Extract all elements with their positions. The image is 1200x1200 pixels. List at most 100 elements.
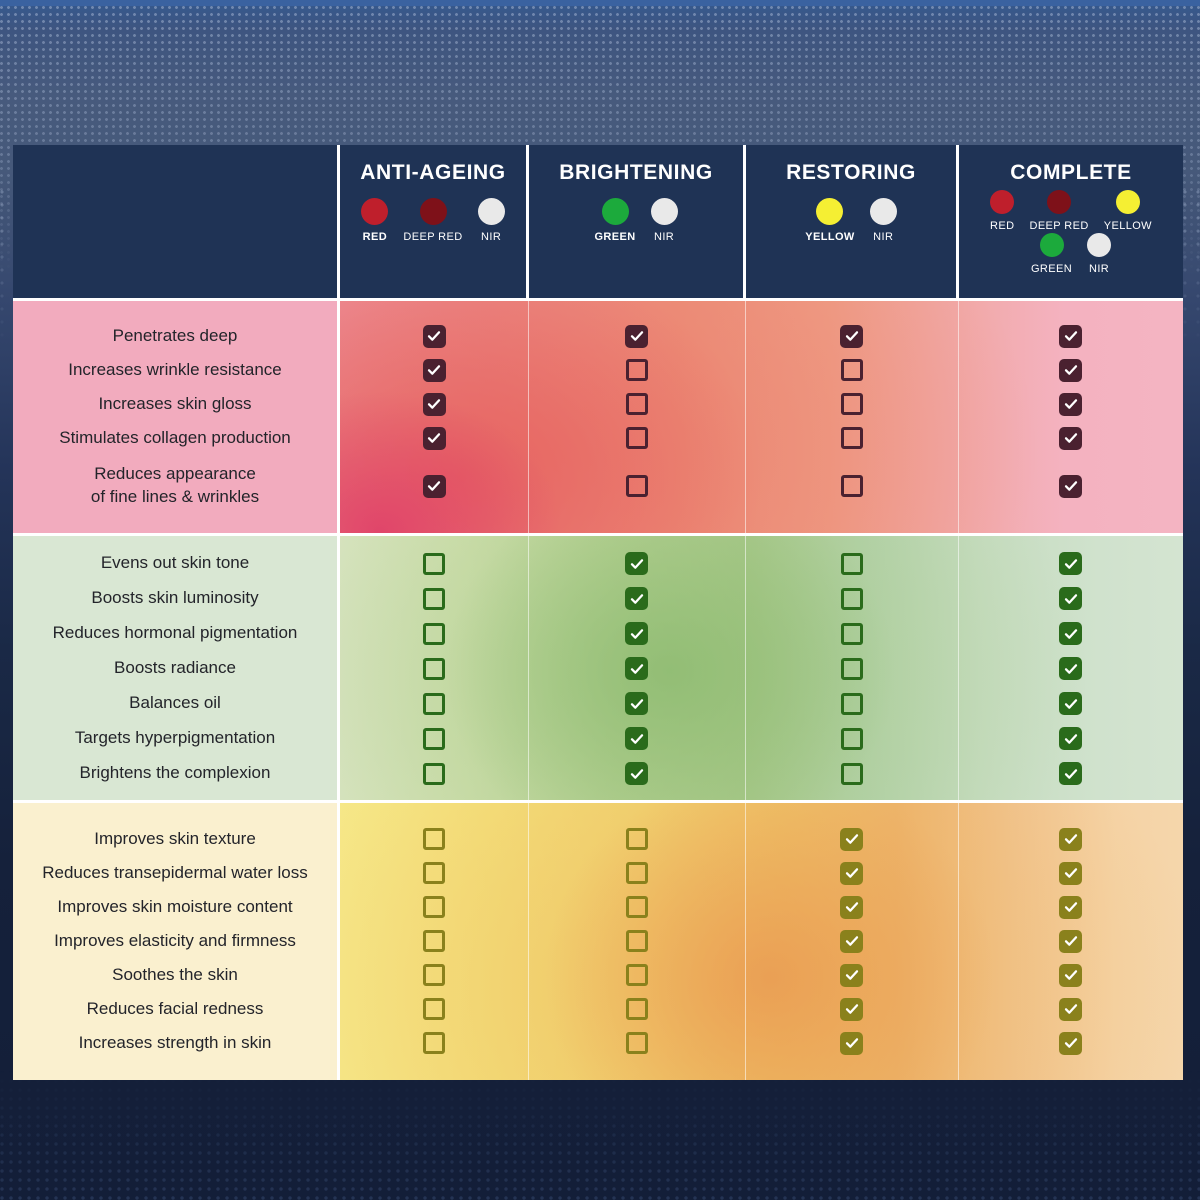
checkbox[interactable] bbox=[840, 475, 863, 497]
checkbox[interactable] bbox=[625, 552, 648, 575]
checkbox-cell bbox=[340, 890, 528, 924]
light-label: NIR bbox=[873, 231, 894, 243]
checkbox[interactable] bbox=[422, 324, 446, 348]
checkbox[interactable] bbox=[1059, 929, 1082, 953]
checkbox[interactable] bbox=[840, 359, 863, 381]
checkbox[interactable] bbox=[625, 622, 648, 645]
checkbox-cell bbox=[340, 651, 528, 686]
checkbox[interactable] bbox=[1059, 727, 1082, 750]
checkbox[interactable] bbox=[840, 727, 863, 750]
light-label: NIR bbox=[653, 231, 675, 243]
checkbox-cell bbox=[958, 455, 1183, 517]
checkbox[interactable] bbox=[1059, 895, 1082, 919]
checkbox[interactable] bbox=[840, 393, 863, 415]
checkbox[interactable] bbox=[625, 762, 648, 785]
checkbox[interactable] bbox=[423, 1032, 445, 1054]
checkbox[interactable] bbox=[1059, 552, 1082, 575]
checkbox[interactable] bbox=[1059, 324, 1082, 348]
checkbox[interactable] bbox=[1059, 622, 1082, 645]
checkbox[interactable] bbox=[840, 895, 863, 919]
checkbox[interactable] bbox=[1059, 762, 1082, 785]
checkbox[interactable] bbox=[1059, 692, 1082, 715]
checkbox[interactable] bbox=[840, 622, 863, 645]
light-label: GREEN bbox=[1030, 263, 1073, 275]
checkbox[interactable] bbox=[625, 998, 648, 1020]
checkbox[interactable] bbox=[625, 324, 648, 348]
table-row bbox=[340, 958, 1183, 992]
checkbox-cell bbox=[958, 353, 1183, 387]
checkbox[interactable] bbox=[625, 1032, 648, 1054]
checkbox[interactable] bbox=[840, 997, 863, 1021]
checkbox[interactable] bbox=[840, 827, 863, 851]
red-light: RED bbox=[990, 190, 1015, 232]
checkbox[interactable] bbox=[625, 862, 648, 884]
checkbox[interactable] bbox=[625, 359, 648, 381]
checkbox[interactable] bbox=[625, 828, 648, 850]
checkbox[interactable] bbox=[423, 998, 445, 1020]
checkbox[interactable] bbox=[423, 587, 445, 610]
nir-light: NIR bbox=[477, 198, 505, 243]
checkbox[interactable] bbox=[840, 963, 863, 987]
checkbox[interactable] bbox=[1059, 358, 1082, 382]
checkbox[interactable] bbox=[1059, 426, 1082, 450]
row-label: Stimulates collagen production bbox=[59, 427, 291, 447]
checkbox[interactable] bbox=[840, 324, 863, 348]
checkbox[interactable] bbox=[625, 657, 648, 680]
checkbox[interactable] bbox=[840, 692, 863, 715]
checkbox[interactable] bbox=[1059, 827, 1082, 851]
checkmark-icon bbox=[845, 868, 858, 878]
checkbox[interactable] bbox=[625, 427, 648, 449]
checkmark-icon bbox=[1064, 834, 1077, 844]
checkbox[interactable] bbox=[423, 622, 445, 645]
checkbox[interactable] bbox=[625, 930, 648, 952]
checkbox[interactable] bbox=[625, 964, 648, 986]
checkbox[interactable] bbox=[1059, 963, 1082, 987]
checkbox[interactable] bbox=[625, 587, 648, 610]
checkbox[interactable] bbox=[840, 552, 863, 575]
row-label: Targets hyperpigmentation bbox=[74, 728, 276, 748]
checkbox-cell bbox=[340, 455, 528, 517]
checkbox-columns bbox=[340, 803, 1183, 1080]
checkbox[interactable] bbox=[625, 393, 648, 415]
checkbox-cell bbox=[745, 822, 958, 856]
checkbox[interactable] bbox=[840, 587, 863, 610]
checkbox-cell bbox=[745, 856, 958, 890]
checkbox[interactable] bbox=[840, 657, 863, 680]
checkbox[interactable] bbox=[423, 657, 445, 680]
checkbox[interactable] bbox=[1059, 392, 1082, 416]
checkbox[interactable] bbox=[1059, 1031, 1082, 1055]
checkbox[interactable] bbox=[1059, 657, 1082, 680]
checkbox[interactable] bbox=[422, 474, 446, 498]
checkbox[interactable] bbox=[625, 727, 648, 750]
checkbox[interactable] bbox=[1059, 861, 1082, 885]
checkbox[interactable] bbox=[840, 762, 863, 785]
checkbox-cell bbox=[745, 387, 958, 421]
checkbox[interactable] bbox=[1059, 474, 1082, 498]
checkbox[interactable] bbox=[423, 896, 445, 918]
checkbox[interactable] bbox=[625, 692, 648, 715]
light-group: GREEN NIR bbox=[594, 198, 678, 243]
checkbox[interactable] bbox=[422, 426, 446, 450]
checkbox[interactable] bbox=[423, 692, 445, 715]
checkbox[interactable] bbox=[423, 930, 445, 952]
checkbox[interactable] bbox=[1059, 997, 1082, 1021]
checkbox[interactable] bbox=[840, 1031, 863, 1055]
checkbox[interactable] bbox=[423, 727, 445, 750]
checkbox[interactable] bbox=[423, 762, 445, 785]
checkbox-cell bbox=[340, 924, 528, 958]
row-label: Reduces hormonal pigmentation bbox=[52, 623, 298, 643]
checkbox[interactable] bbox=[625, 475, 648, 497]
checkbox[interactable] bbox=[423, 964, 445, 986]
checkbox[interactable] bbox=[422, 392, 446, 416]
checkbox[interactable] bbox=[840, 861, 863, 885]
checkbox[interactable] bbox=[840, 929, 863, 953]
checkbox[interactable] bbox=[840, 427, 863, 449]
checkbox[interactable] bbox=[422, 358, 446, 382]
checkbox[interactable] bbox=[423, 828, 445, 850]
checkbox[interactable] bbox=[423, 552, 445, 575]
checkbox-cell bbox=[745, 421, 958, 455]
checkbox[interactable] bbox=[1059, 587, 1082, 610]
checkbox[interactable] bbox=[423, 862, 445, 884]
checkbox[interactable] bbox=[625, 896, 648, 918]
deep-red-light: DEEP RED bbox=[403, 198, 462, 243]
